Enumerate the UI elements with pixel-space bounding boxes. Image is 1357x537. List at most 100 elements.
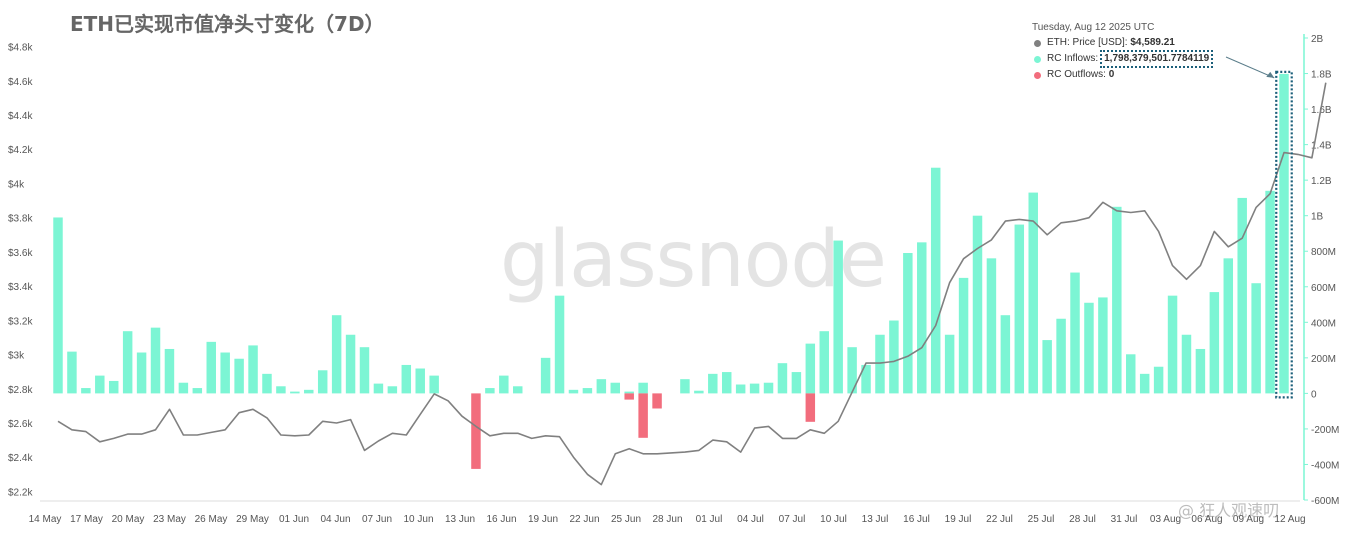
x-tick-label: 01 Jul bbox=[696, 514, 723, 525]
inflow-bar bbox=[234, 358, 244, 394]
x-tick-label: 31 Jul bbox=[1111, 514, 1138, 525]
x-tick-label: 06 Aug bbox=[1191, 514, 1222, 525]
x-tick-label: 19 Jun bbox=[528, 514, 558, 525]
left-axis: $2.2k $2.4k $2.6k $2.8k $3k $3.2k $3.4k $3.6k $3… bbox=[8, 43, 33, 499]
price-series bbox=[57, 82, 1327, 486]
glassnode-watermark: glassnode bbox=[500, 215, 887, 305]
x-tick-label: 23 May bbox=[153, 514, 186, 525]
inflow-bar bbox=[53, 217, 63, 394]
inflow-bar bbox=[1139, 373, 1150, 394]
inflow-bar bbox=[373, 383, 384, 394]
tooltip-label: RC Outflows: bbox=[1047, 69, 1106, 80]
inflow-bar bbox=[903, 253, 913, 394]
right-tick-label: 200M bbox=[1311, 354, 1336, 365]
inflow-bar bbox=[276, 386, 286, 394]
inflow-bar bbox=[345, 334, 356, 394]
bar-series bbox=[53, 73, 1289, 469]
inflow-bar bbox=[513, 386, 523, 394]
x-tick-label: 16 Jul bbox=[903, 514, 930, 525]
inflow-bar bbox=[150, 327, 161, 394]
tooltip-value: $4,589.21 bbox=[1130, 37, 1175, 48]
inflow-bar bbox=[610, 382, 621, 394]
inflow-bar bbox=[582, 388, 593, 394]
inflow-bar bbox=[1265, 190, 1275, 394]
inflow-bar bbox=[889, 320, 899, 394]
x-tick-label: 17 May bbox=[70, 514, 103, 525]
inflow-bar bbox=[819, 331, 829, 394]
x-tick-label: 10 Jun bbox=[403, 514, 433, 525]
right-tick-label: 1B bbox=[1311, 212, 1324, 223]
inflow-bar bbox=[192, 388, 203, 394]
inflow-bar bbox=[777, 363, 788, 394]
left-tick-label: $2.4k bbox=[8, 453, 33, 464]
tooltip-row-inflows: RC Inflows: 1,798,379,501.7784119 bbox=[1032, 50, 1214, 68]
right-tick-label: 800M bbox=[1311, 247, 1336, 258]
inflow-bar bbox=[833, 240, 843, 394]
inflow-bar bbox=[499, 375, 509, 394]
left-tick-label: $3.4k bbox=[8, 282, 33, 293]
x-tick-label: 25 Jun bbox=[611, 514, 641, 525]
outflow-bar bbox=[652, 393, 662, 409]
right-tick-label: -400M bbox=[1311, 460, 1339, 471]
inflow-bar bbox=[721, 372, 732, 394]
x-tick-label: 28 Jun bbox=[652, 514, 682, 525]
arrow-head-icon bbox=[1266, 71, 1275, 78]
tooltip-date: Tuesday, Aug 12 2025 UTC bbox=[1032, 22, 1155, 33]
inflow-bar bbox=[429, 375, 439, 394]
x-tick-label: 14 May bbox=[29, 514, 62, 525]
x-tick-label: 22 Jul bbox=[986, 514, 1013, 525]
x-tick-label: 09 Aug bbox=[1233, 514, 1264, 525]
x-tick-label: 26 May bbox=[195, 514, 228, 525]
inflow-bar bbox=[304, 389, 314, 394]
x-tick-label: 10 Jul bbox=[820, 514, 847, 525]
inflow-bar bbox=[331, 315, 342, 394]
x-tick-label: 29 May bbox=[236, 514, 269, 525]
inflow-bar bbox=[359, 347, 370, 394]
inflow-bar bbox=[917, 242, 927, 394]
inflow-bar bbox=[1028, 192, 1038, 394]
inflow-bar bbox=[290, 391, 300, 394]
left-tick-label: $4.2k bbox=[8, 145, 33, 156]
left-tick-label: $3k bbox=[8, 351, 25, 362]
inflow-bar bbox=[401, 364, 412, 394]
tooltip-value: 0 bbox=[1108, 69, 1115, 80]
x-tick-label: 22 Jun bbox=[569, 514, 599, 525]
inflow-bar bbox=[317, 370, 328, 394]
x-tick-label: 25 Jul bbox=[1028, 514, 1055, 525]
x-tick-label: 04 Jul bbox=[737, 514, 764, 525]
tooltip-value-highlight: 1,798,379,501.7784119 bbox=[1100, 50, 1214, 68]
inflow-bar bbox=[1153, 366, 1164, 394]
inflow-bar bbox=[1195, 348, 1206, 394]
left-tick-label: $4.4k bbox=[8, 111, 33, 122]
chart-title: ETH已实现市值净头寸变化（7D） bbox=[70, 12, 385, 36]
inflow-bar bbox=[1000, 315, 1011, 394]
right-tick-label: -200M bbox=[1311, 425, 1339, 436]
inflow-bar bbox=[749, 383, 760, 394]
outflow-dot-icon bbox=[1034, 71, 1041, 79]
inflow-bar bbox=[972, 215, 983, 394]
inflow-bar bbox=[1042, 340, 1052, 394]
x-tick-label: 03 Aug bbox=[1150, 514, 1181, 525]
inflow-bar bbox=[136, 352, 147, 394]
inflow-bar bbox=[847, 347, 857, 394]
source-watermark: @ 狂人观速叨 bbox=[1178, 501, 1280, 520]
inflow-bar bbox=[1126, 354, 1136, 394]
inflow-bar bbox=[1237, 197, 1247, 394]
inflow-bar bbox=[1098, 297, 1108, 394]
inflow-bar bbox=[178, 382, 189, 394]
inflow-bar bbox=[986, 258, 997, 394]
x-tick-label: 07 Jun bbox=[362, 514, 392, 525]
left-tick-label: $3.8k bbox=[8, 214, 33, 225]
inflow-bar bbox=[95, 375, 105, 394]
left-tick-label: $2.6k bbox=[8, 419, 33, 430]
inflow-bar bbox=[680, 379, 690, 394]
inflow-bar bbox=[638, 382, 648, 394]
tooltip-label: RC Inflows: bbox=[1047, 53, 1099, 64]
highlight-box bbox=[1275, 70, 1293, 399]
left-tick-label: $2.2k bbox=[8, 487, 33, 498]
tooltip-label: ETH: Price [USD]: bbox=[1047, 37, 1128, 48]
outflow-bar bbox=[624, 393, 634, 400]
inflow-bar bbox=[485, 388, 495, 394]
inflow-bar bbox=[694, 390, 704, 394]
